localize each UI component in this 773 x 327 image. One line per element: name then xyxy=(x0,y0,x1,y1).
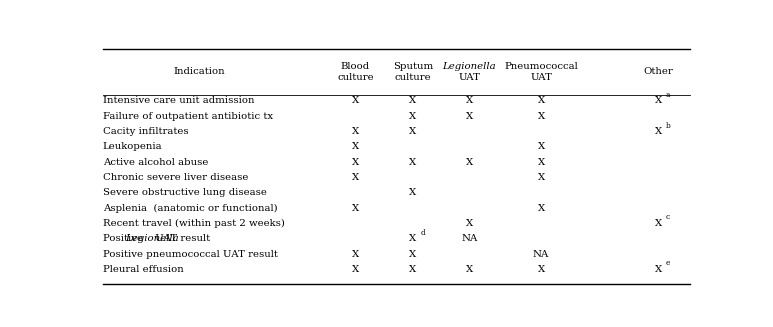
Text: X: X xyxy=(537,158,545,167)
Text: UAT result: UAT result xyxy=(152,234,209,243)
Text: Severe obstructive lung disease: Severe obstructive lung disease xyxy=(103,188,267,197)
Text: X: X xyxy=(410,250,417,259)
Text: Positive pneumococcal UAT result: Positive pneumococcal UAT result xyxy=(103,250,278,259)
Text: X: X xyxy=(352,250,359,259)
Text: Pleural effusion: Pleural effusion xyxy=(103,265,183,274)
Text: Blood
culture: Blood culture xyxy=(337,62,373,82)
Text: X: X xyxy=(465,265,473,274)
Text: Asplenia  (anatomic or functional): Asplenia (anatomic or functional) xyxy=(103,204,278,213)
Text: Pneumococcal
UAT: Pneumococcal UAT xyxy=(504,62,578,82)
Text: X: X xyxy=(537,265,545,274)
Text: Active alcohol abuse: Active alcohol abuse xyxy=(103,158,208,167)
Text: X: X xyxy=(352,142,359,151)
Text: X: X xyxy=(352,173,359,182)
Text: X: X xyxy=(537,173,545,182)
Text: X: X xyxy=(465,112,473,121)
Text: Other: Other xyxy=(644,67,673,77)
Text: X: X xyxy=(537,96,545,105)
Text: X: X xyxy=(537,142,545,151)
Text: X: X xyxy=(465,158,473,167)
Text: X: X xyxy=(655,219,662,228)
Text: Indication: Indication xyxy=(174,67,226,77)
Text: X: X xyxy=(655,265,662,274)
Text: X: X xyxy=(410,188,417,197)
Text: X: X xyxy=(410,112,417,121)
Text: c: c xyxy=(666,214,670,221)
Text: X: X xyxy=(352,158,359,167)
Text: X: X xyxy=(410,234,417,243)
Text: Recent travel (within past 2 weeks): Recent travel (within past 2 weeks) xyxy=(103,219,284,228)
Text: X: X xyxy=(410,96,417,105)
Text: X: X xyxy=(352,96,359,105)
Text: NA: NA xyxy=(461,234,478,243)
Text: Intensive care unit admission: Intensive care unit admission xyxy=(103,96,254,105)
Text: Sputum
culture: Sputum culture xyxy=(393,62,433,82)
Text: UAT: UAT xyxy=(458,73,480,82)
Text: a: a xyxy=(666,91,670,99)
Text: X: X xyxy=(655,127,662,136)
Text: X: X xyxy=(352,204,359,213)
Text: Chronic severe liver disease: Chronic severe liver disease xyxy=(103,173,248,182)
Text: Leukopenia: Leukopenia xyxy=(103,142,162,151)
Text: Positive: Positive xyxy=(103,234,146,243)
Text: e: e xyxy=(666,259,670,267)
Text: b: b xyxy=(666,122,670,129)
Text: X: X xyxy=(410,265,417,274)
Text: X: X xyxy=(655,96,662,105)
Text: X: X xyxy=(465,219,473,228)
Text: X: X xyxy=(537,112,545,121)
Text: Cacity infiltrates: Cacity infiltrates xyxy=(103,127,189,136)
Text: Legionella: Legionella xyxy=(442,62,496,71)
Text: X: X xyxy=(465,96,473,105)
Text: X: X xyxy=(410,127,417,136)
Text: X: X xyxy=(352,265,359,274)
Text: X: X xyxy=(410,158,417,167)
Text: NA: NA xyxy=(533,250,550,259)
Text: X: X xyxy=(352,127,359,136)
Text: d: d xyxy=(421,229,425,237)
Text: X: X xyxy=(537,204,545,213)
Text: Legionella: Legionella xyxy=(125,234,179,243)
Text: Failure of outpatient antibiotic tx: Failure of outpatient antibiotic tx xyxy=(103,112,273,121)
